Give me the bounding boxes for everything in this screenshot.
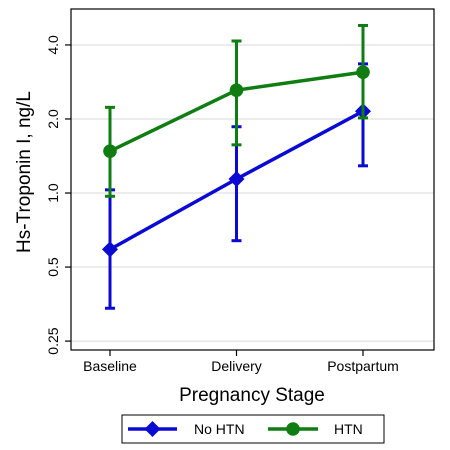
gridlines: [71, 44, 434, 342]
circle-marker: [286, 422, 300, 436]
y-tick-label: 4.0: [45, 35, 61, 55]
circle-marker: [103, 144, 117, 158]
diamond-marker: [102, 241, 118, 258]
legend-label: HTN: [334, 421, 363, 437]
series-htn: [103, 23, 370, 198]
circle-marker: [356, 65, 370, 79]
legend-label: No HTN: [194, 421, 245, 437]
x-tick-label: Baseline: [83, 358, 137, 374]
x-axis-ticks: Baseline Delivery Postpartum: [83, 350, 399, 374]
circle-marker: [229, 83, 244, 97]
diamond-marker: [228, 171, 245, 188]
diamond-marker: [144, 421, 161, 437]
y-axis-ticks: 0.25 0.5 1.0 2.0 4.0: [45, 35, 71, 355]
x-tick-label: Postpartum: [327, 358, 399, 374]
x-tick-label: Delivery: [211, 358, 262, 374]
series-layer: [102, 23, 371, 310]
y-tick-label: 1.0: [45, 183, 61, 203]
y-axis-title: Hs-Troponin I, ng/L: [14, 91, 35, 253]
plot-frame: [70, 8, 435, 351]
y-tick-label: 0.25: [45, 327, 61, 354]
legend: No HTN HTN: [121, 414, 385, 444]
x-axis-title: Pregnancy Stage: [179, 385, 325, 406]
y-tick-label: 2.0: [45, 109, 61, 129]
y-tick-label: 0.5: [45, 257, 61, 277]
